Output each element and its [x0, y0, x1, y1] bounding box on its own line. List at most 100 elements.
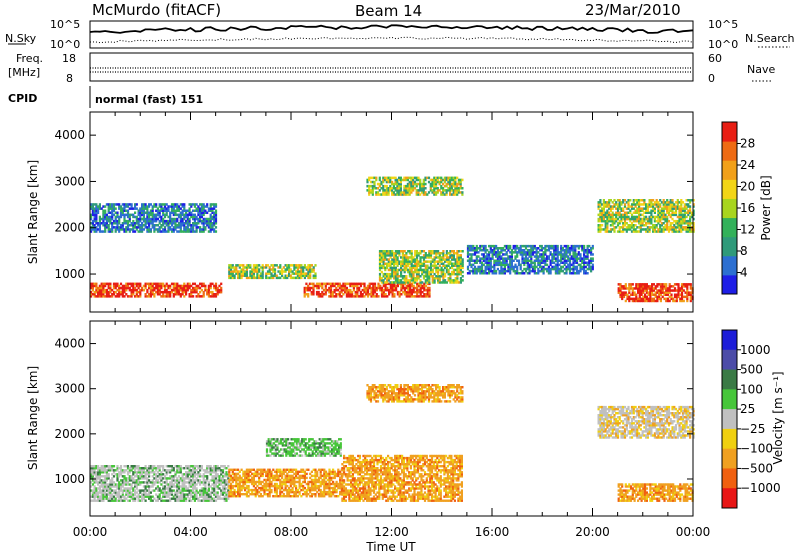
heatmap-cell [130, 485, 133, 488]
heatmap-cell [104, 493, 107, 496]
heatmap-cell [414, 279, 417, 282]
heatmap-cell [385, 189, 388, 192]
heatmap-cell [444, 266, 447, 270]
heatmap-cell [666, 291, 670, 294]
heatmap-cell [680, 222, 683, 225]
heatmap-cell [183, 286, 186, 290]
heatmap-cell [135, 471, 138, 474]
heatmap-cell [197, 209, 200, 212]
heatmap-cell [132, 499, 135, 502]
heatmap-cell [387, 193, 390, 196]
heatmap-cell [373, 282, 377, 286]
heatmap-cell [429, 254, 433, 257]
heatmap-cell [111, 228, 114, 231]
heatmap-cell [683, 222, 686, 225]
heatmap-cell [466, 253, 470, 256]
heatmap-cell [312, 282, 315, 286]
heatmap-cell [466, 272, 470, 275]
heatmap-cell [613, 217, 616, 221]
heatmap-cell [111, 230, 114, 233]
heatmap-cell [382, 250, 385, 253]
heatmap-cell [419, 260, 422, 263]
heatmap-cell [121, 479, 124, 482]
heatmap-cell [480, 269, 484, 273]
heatmap-cell [407, 279, 410, 282]
heatmap-cell [509, 272, 512, 275]
heatmap-cell [319, 295, 322, 298]
heatmap-cell [480, 263, 484, 267]
radar-title: McMurdo (fitACF) [92, 1, 221, 19]
heatmap-cell [410, 250, 413, 253]
heatmap-cell [200, 282, 203, 286]
heatmap-cell [181, 286, 184, 290]
heatmap-cell [199, 230, 202, 233]
heatmap-cell [445, 256, 448, 259]
heatmap-cell [553, 253, 556, 256]
heatmap-cell [95, 209, 98, 212]
heatmap-cell [407, 286, 410, 290]
heatmap-cell [162, 293, 165, 296]
heatmap-cell [121, 295, 124, 298]
heatmap-cell [109, 203, 112, 206]
heatmap-cell [634, 224, 637, 227]
heatmap-cell [623, 224, 627, 227]
heatmap-cell [421, 270, 424, 274]
heatmap-cell [177, 222, 181, 225]
heatmap-cell [634, 228, 637, 231]
heatmap-cell [396, 193, 399, 196]
heatmap-cell [454, 264, 457, 267]
heatmap-cell [407, 268, 410, 272]
heatmap-cell [608, 213, 611, 217]
heatmap-cell [457, 182, 460, 186]
heatmap-cell [677, 293, 680, 296]
heatmap-cell [172, 203, 175, 206]
heatmap-cell [454, 279, 457, 282]
heatmap-cell [376, 191, 380, 194]
heatmap-cell [438, 277, 441, 280]
heatmap-cell [386, 288, 389, 292]
heatmap-cell [514, 257, 517, 260]
heatmap-cell [107, 485, 110, 488]
heatmap-cell [632, 219, 635, 223]
heatmap-cell [249, 264, 252, 267]
heatmap-cell [195, 217, 198, 221]
heatmap-cell [130, 497, 133, 500]
heatmap-cell [376, 187, 380, 190]
heatmap-cell [628, 287, 631, 290]
heatmap-cell [675, 295, 678, 299]
heatmap-cell [139, 293, 142, 296]
heatmap-cell [484, 257, 487, 260]
heatmap-cell [105, 293, 108, 296]
heatmap-cell [125, 497, 128, 500]
heatmap-cell [358, 286, 361, 290]
heatmap-cell [128, 288, 131, 292]
heatmap-cell [249, 276, 252, 280]
heatmap-cell [480, 249, 484, 252]
heatmap-cell [151, 224, 154, 227]
heatmap-cell [451, 281, 454, 284]
heatmap-cell [302, 272, 305, 275]
heatmap-cell [440, 191, 443, 194]
heatmap-cell [488, 259, 491, 262]
heatmap-cell [114, 222, 117, 225]
heatmap-cell [646, 217, 649, 221]
heatmap-cell [509, 247, 512, 250]
heatmap-cell [561, 257, 564, 260]
heatmap-cell [633, 297, 636, 301]
heatmap-cell [395, 284, 398, 288]
heatmap-cell [349, 290, 352, 294]
heatmap-cell [214, 284, 218, 288]
heatmap-cell [415, 191, 418, 194]
heatmap-cell [183, 203, 186, 206]
heatmap-cell [174, 213, 177, 217]
heatmap-cell [268, 270, 271, 273]
heatmap-cell [200, 213, 203, 217]
heatmap-cell [428, 293, 431, 296]
heatmap-cell [105, 213, 108, 217]
heatmap-cell [438, 268, 441, 272]
heatmap-cell [162, 493, 165, 496]
heatmap-cell [176, 203, 179, 206]
heatmap-cell [489, 267, 492, 271]
heatmap-cell [176, 284, 179, 288]
heatmap-cell [204, 226, 207, 229]
